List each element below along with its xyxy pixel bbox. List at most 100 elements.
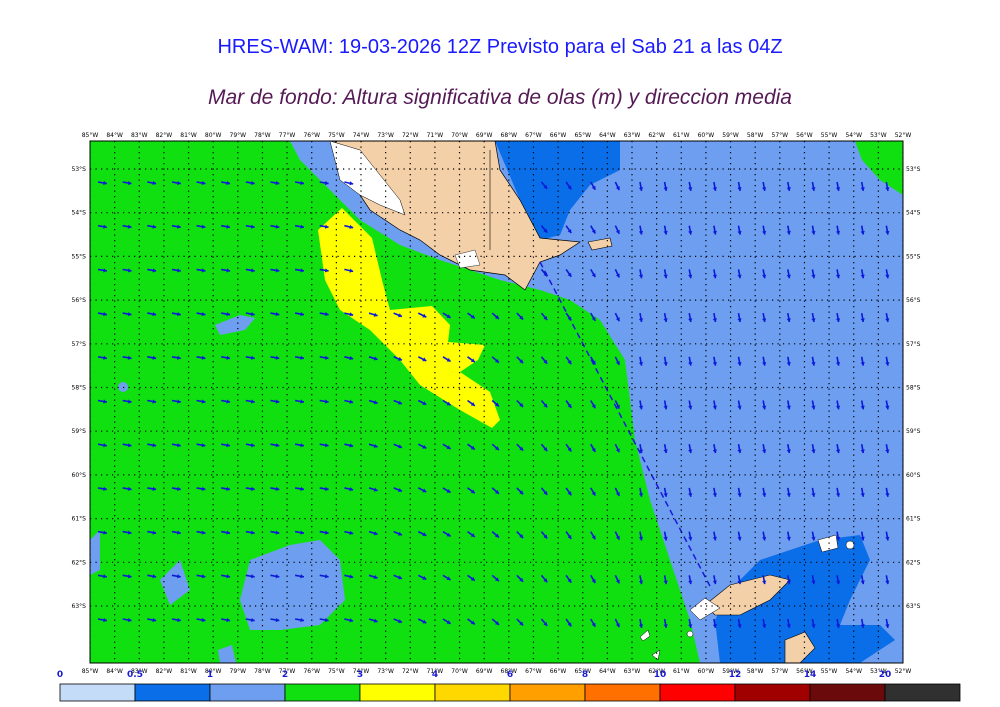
- arrow-head: [349, 443, 354, 448]
- arrow-head: [177, 268, 181, 273]
- direction-arrow: [911, 401, 913, 410]
- arrow-head: [349, 312, 354, 317]
- lat-label-left: 53°S: [72, 166, 87, 173]
- lon-label-bottom: 55°W: [821, 668, 838, 675]
- arrow-head: [860, 449, 865, 454]
- arrow-head: [300, 224, 304, 229]
- lon-label-bottom: 64°W: [599, 668, 616, 675]
- arrow-head: [811, 536, 816, 541]
- arrow-head: [519, 490, 524, 495]
- arrow-head: [422, 619, 427, 624]
- arrow-head: [177, 574, 181, 579]
- ice-islands: [454, 249, 481, 269]
- arrow-head: [373, 618, 378, 623]
- arrow-head: [663, 449, 668, 454]
- arrow-head: [127, 443, 132, 448]
- arrow-head: [422, 532, 427, 537]
- arrow-head: [324, 355, 329, 360]
- arrow-head: [275, 268, 280, 273]
- arrow-head: [495, 621, 499, 625]
- arrow-head: [835, 624, 841, 628]
- arrow-head: [835, 580, 841, 585]
- colorbar-segment: [359, 683, 436, 702]
- lat-label-left: 59°S: [72, 428, 87, 435]
- lon-label-top: 77°W: [279, 132, 296, 139]
- arrow-head: [737, 493, 742, 497]
- arrow-head: [495, 358, 499, 363]
- lon-label-bottom: 77°W: [279, 668, 296, 675]
- colorbar-tick-label: 14: [804, 670, 817, 680]
- arrow-head: [835, 361, 841, 366]
- arrow-head: [835, 230, 841, 235]
- lat-label-left: 62°S: [72, 559, 87, 566]
- arrow-head: [688, 449, 693, 454]
- arrow-head: [638, 274, 644, 279]
- lat-label-right: 56°S: [906, 297, 921, 304]
- lon-label-bottom: 56°W: [796, 668, 813, 675]
- lon-label-bottom: 70°W: [451, 668, 468, 675]
- arrow-head: [591, 404, 596, 409]
- arrow-head: [470, 445, 475, 450]
- arrow-head: [250, 530, 255, 535]
- lon-label-top: 81°W: [180, 132, 197, 139]
- arrow-head: [663, 230, 668, 235]
- arrow-head: [638, 230, 644, 235]
- arrow-head: [127, 574, 132, 579]
- arrow-head: [300, 311, 304, 317]
- arrow-head: [615, 273, 620, 278]
- lon-label-top: 72°W: [402, 132, 419, 139]
- lat-label-right: 53°S: [906, 166, 921, 173]
- lon-label-bottom: 62°W: [648, 668, 665, 675]
- arrow-head: [567, 534, 572, 539]
- lon-label-top: 64°W: [599, 132, 616, 139]
- arrow-head: [786, 274, 791, 279]
- arrow-head: [567, 447, 572, 452]
- arrow-head: [398, 400, 402, 405]
- arrow-head: [349, 530, 354, 535]
- arrow-head: [712, 493, 717, 497]
- arrow-head: [543, 228, 548, 233]
- arrow-head: [275, 574, 280, 579]
- arrow-head: [688, 230, 693, 235]
- arrow-head: [250, 574, 255, 579]
- field-lightblue: [290, 141, 903, 663]
- lon-label-bottom: 75°W: [328, 668, 345, 675]
- arrow-head: [860, 580, 865, 585]
- arrow-head: [860, 187, 865, 191]
- arrow-head: [663, 536, 668, 541]
- arrow-head: [688, 187, 693, 191]
- lon-label-bottom: 73°W: [377, 668, 394, 675]
- arrow-head: [567, 360, 572, 365]
- islet-2: [639, 629, 651, 642]
- colorbar-segment: [884, 683, 961, 702]
- arrow-head: [446, 445, 451, 449]
- arrow-head: [446, 314, 451, 318]
- arrow-head: [615, 404, 620, 409]
- lon-label-bottom: 84°W: [106, 668, 123, 675]
- arrow-head: [324, 486, 329, 491]
- arrow-head: [762, 624, 767, 628]
- lat-label-right: 60°S: [906, 472, 921, 479]
- arrow-head: [422, 488, 427, 493]
- arrow-head: [885, 361, 890, 366]
- arrow-head: [885, 274, 890, 279]
- arrow-head: [712, 187, 717, 191]
- arrow-head: [398, 488, 402, 492]
- arrow-head: [349, 574, 354, 579]
- arrow-head: [762, 580, 767, 585]
- arrow-head: [300, 617, 304, 623]
- arrow-head: [324, 399, 329, 404]
- lon-label-top: 75°W: [328, 132, 345, 139]
- arrow-head: [349, 268, 354, 273]
- arrow-head: [324, 574, 329, 579]
- arrow-head: [275, 443, 280, 448]
- arrow-head: [615, 448, 620, 453]
- lon-label-top: 53°W: [870, 132, 887, 139]
- lon-label-bottom: 68°W: [501, 668, 518, 675]
- arrow-head: [177, 355, 181, 360]
- arrow-head: [470, 358, 475, 363]
- direction-arrow: [911, 182, 913, 191]
- arrow-head: [519, 315, 524, 320]
- lon-label-bottom: 83°W: [131, 668, 148, 675]
- arrow-head: [398, 575, 402, 580]
